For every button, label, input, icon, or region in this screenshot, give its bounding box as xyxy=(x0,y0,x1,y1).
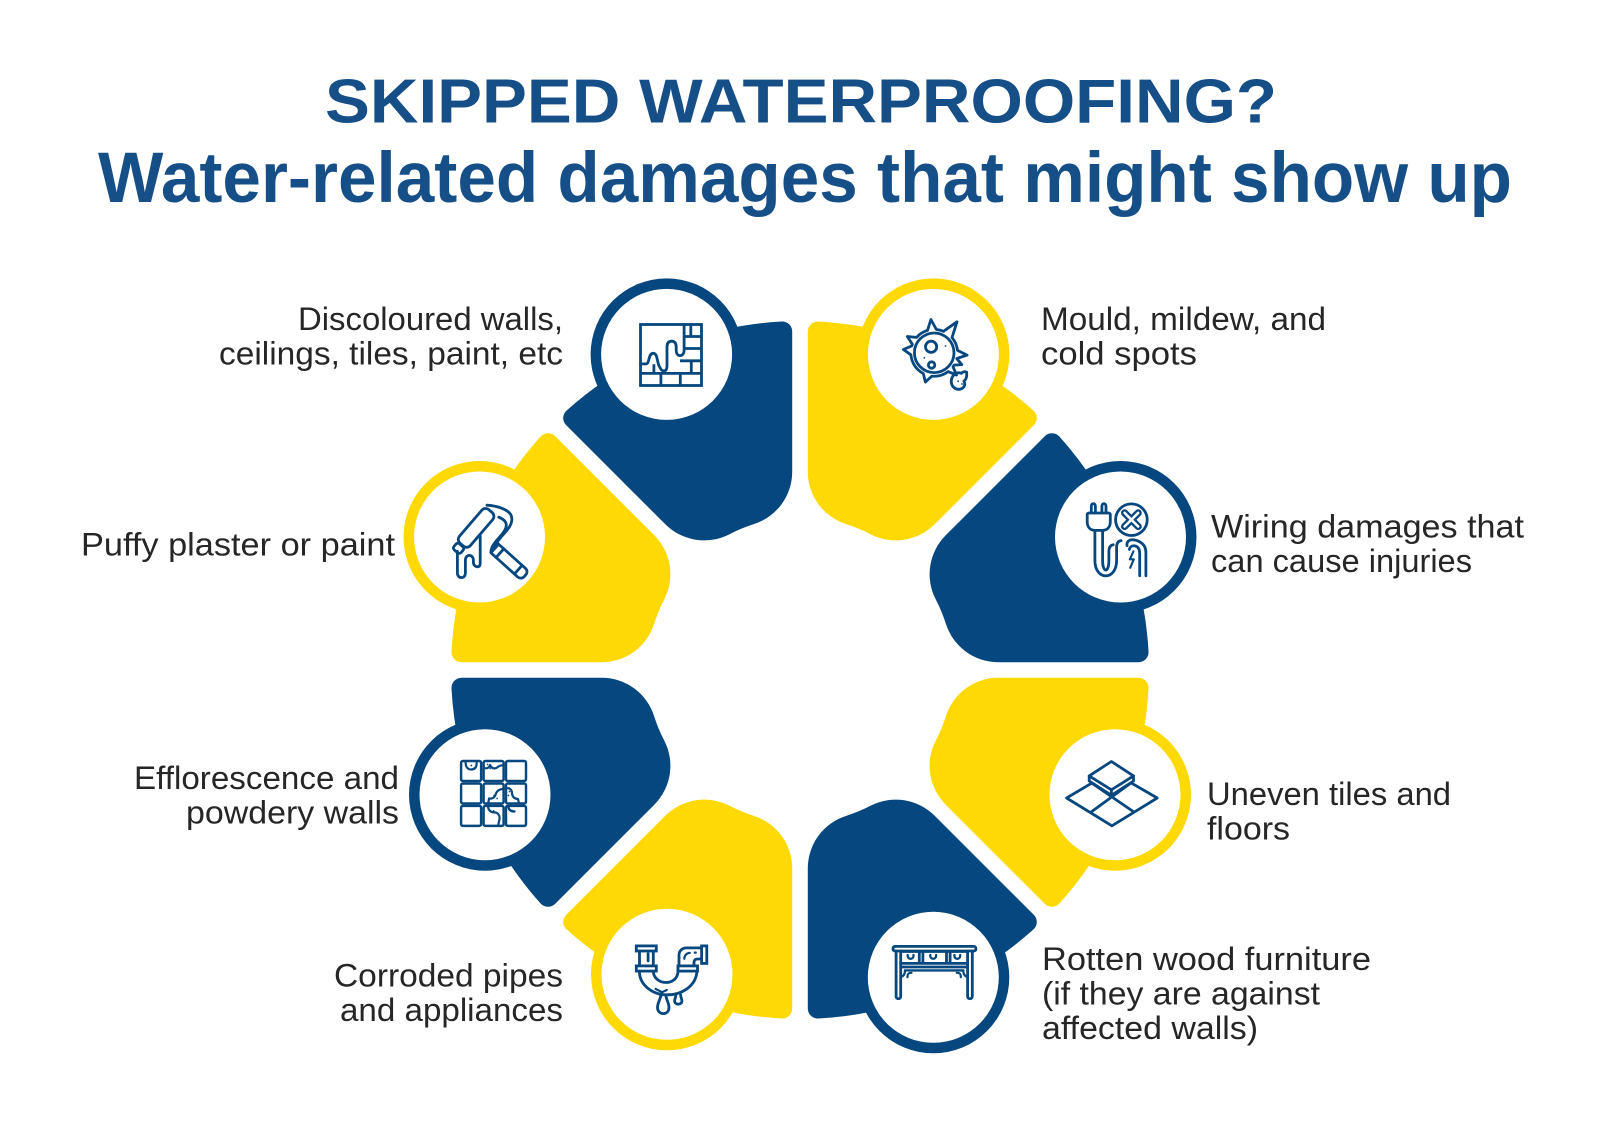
svg-text:SKIPPED WATERPROOFING?: SKIPPED WATERPROOFING? xyxy=(325,68,1277,137)
svg-text:Efflorescence and: Efflorescence and xyxy=(134,760,399,796)
svg-text:Uneven tiles and: Uneven tiles and xyxy=(1207,776,1451,812)
svg-text:Rotten wood furniture: Rotten wood furniture xyxy=(1042,941,1371,977)
svg-text:Wiring damages that: Wiring damages that xyxy=(1211,509,1524,545)
svg-text:affected walls): affected walls) xyxy=(1042,1010,1258,1046)
svg-text:powdery walls: powdery walls xyxy=(186,795,399,831)
svg-text:Mould, mildew, and: Mould, mildew, and xyxy=(1041,301,1326,337)
svg-text:cold spots: cold spots xyxy=(1041,336,1197,372)
svg-text:and appliances: and appliances xyxy=(340,992,563,1028)
svg-text:Discoloured walls,: Discoloured walls, xyxy=(298,301,563,337)
svg-text:Puffy plaster or paint: Puffy plaster or paint xyxy=(81,527,395,563)
svg-text:(if they are against: (if they are against xyxy=(1042,975,1320,1011)
svg-text:can cause injuries: can cause injuries xyxy=(1211,543,1472,579)
svg-text:ceilings, tiles, paint, etc: ceilings, tiles, paint, etc xyxy=(219,336,563,372)
svg-text:floors: floors xyxy=(1207,811,1290,847)
svg-text:Water-related damages that mig: Water-related damages that might show up xyxy=(98,139,1512,218)
svg-text:Corroded pipes: Corroded pipes xyxy=(334,958,563,994)
